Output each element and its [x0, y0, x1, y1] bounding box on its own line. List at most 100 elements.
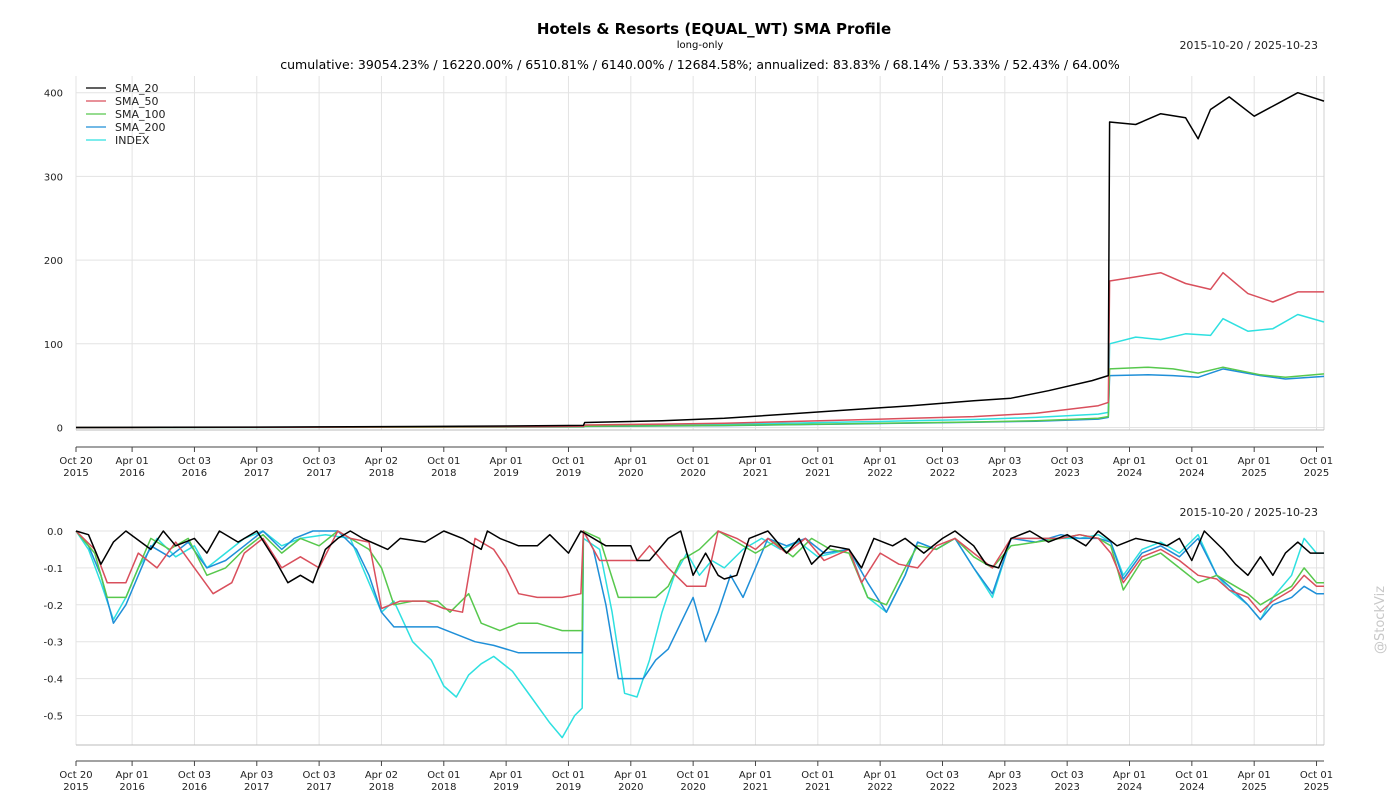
top-x-tick-year: 2020	[680, 468, 705, 479]
legend-label-sma-50: SMA_50	[115, 95, 159, 108]
top-x-tick-label: Oct 01	[677, 456, 710, 467]
bottom-x-tick-label: Apr 01	[614, 770, 647, 781]
bottom-series-sma-50	[75, 530, 1324, 613]
top-x-tick-label: Oct 01	[552, 456, 585, 467]
bottom-x-tick-year: 2023	[1054, 782, 1079, 793]
bottom-x-tick-year: 2021	[805, 782, 830, 793]
top-x-tick-label: Oct 03	[178, 456, 211, 467]
top-x-tick-label: Oct 20	[59, 456, 92, 467]
bottom-x-tick-year: 2020	[618, 782, 643, 793]
bottom-x-tick-year: 2016	[182, 782, 207, 793]
bottom-x-tick-year: 2018	[369, 782, 394, 793]
top-x-tick-label: Apr 01	[614, 456, 647, 467]
bottom-x-tick-label: Apr 01	[739, 770, 772, 781]
bottom-x-tick-label: Oct 01	[552, 770, 585, 781]
bottom-series-sma-20	[75, 530, 1324, 584]
bottom-x-tick-year: 2019	[493, 782, 518, 793]
top-series-index	[75, 313, 1325, 429]
legend-label-sma-20: SMA_20	[115, 82, 159, 95]
bottom-x-tick-year: 2016	[119, 782, 144, 793]
bottom-x-tick-label: Oct 01	[427, 770, 460, 781]
bottom-y-tick-label: -0.2	[43, 601, 63, 612]
top-x-tick-label: Apr 03	[240, 456, 273, 467]
top-x-tick-label: Apr 03	[988, 456, 1021, 467]
top-y-tick-label: 0	[57, 423, 63, 434]
top-x-tick-year: 2016	[182, 468, 207, 479]
top-x-tick-year: 2015	[63, 468, 88, 479]
legend-label-sma-200: SMA_200	[115, 121, 166, 134]
performance-stats: cumulative: 39054.23% / 16220.00% / 6510…	[280, 57, 1120, 72]
bottom-x-tick-label: Apr 03	[988, 770, 1021, 781]
bottom-x-tick-label: Apr 02	[365, 770, 398, 781]
bottom-x-tick-label: Apr 01	[1113, 770, 1146, 781]
top-x-tick-label: Oct 03	[303, 456, 336, 467]
bottom-x-tick-year: 2025	[1304, 782, 1329, 793]
top-y-tick-label: 100	[44, 340, 63, 351]
bottom-x-tick-label: Oct 03	[303, 770, 336, 781]
bottom-x-tick-label: Oct 01	[801, 770, 834, 781]
bottom-x-tick-year: 2023	[992, 782, 1017, 793]
top-series-sma-50	[75, 271, 1324, 429]
bottom-y-tick-label: 0.0	[47, 527, 63, 538]
top-x-tick-year: 2024	[1117, 468, 1142, 479]
legend-label-index: INDEX	[115, 134, 150, 147]
bottom-y-tick-label: -0.5	[43, 711, 63, 722]
bottom-series-sma-100	[75, 530, 1324, 632]
top-x-tick-year: 2017	[244, 468, 269, 479]
top-x-tick-label: Apr 01	[864, 456, 897, 467]
bottom-x-tick-label: Apr 03	[240, 770, 273, 781]
bottom-series-index	[75, 530, 1324, 739]
bottom-x-tick-label: Apr 01	[116, 770, 149, 781]
chart-title: Hotels & Resorts (EQUAL_WT) SMA Profile	[537, 20, 891, 38]
bottom-x-tick-year: 2020	[680, 782, 705, 793]
top-x-tick-label: Apr 02	[365, 456, 398, 467]
top-x-tick-year: 2021	[743, 468, 768, 479]
top-x-tick-year: 2025	[1304, 468, 1329, 479]
bottom-y-tick-label: -0.4	[43, 675, 63, 686]
bottom-x-tick-label: Oct 01	[677, 770, 710, 781]
top-x-tick-year: 2016	[119, 468, 144, 479]
top-x-tick-year: 2019	[556, 468, 581, 479]
top-y-tick-label: 200	[44, 256, 63, 267]
top-x-tick-year: 2018	[431, 468, 456, 479]
legend-label-sma-100: SMA_100	[115, 108, 166, 121]
top-x-tick-year: 2021	[805, 468, 830, 479]
top-x-tick-label: Oct 03	[1051, 456, 1084, 467]
bottom-x-tick-year: 2015	[63, 782, 88, 793]
watermark: @StockViz	[1373, 586, 1388, 654]
date-range-top: 2015-10-20 / 2025-10-23	[1179, 39, 1318, 52]
top-x-tick-year: 2017	[306, 468, 331, 479]
bottom-x-tick-year: 2018	[431, 782, 456, 793]
bottom-x-tick-label: Apr 01	[490, 770, 523, 781]
top-x-tick-year: 2022	[930, 468, 955, 479]
top-x-tick-year: 2019	[493, 468, 518, 479]
top-x-tick-year: 2023	[1054, 468, 1079, 479]
top-x-tick-label: Oct 01	[427, 456, 460, 467]
top-x-tick-label: Apr 01	[739, 456, 772, 467]
bottom-x-tick-label: Apr 01	[1238, 770, 1271, 781]
top-series-sma-100	[75, 366, 1325, 429]
top-x-tick-label: Oct 01	[1300, 456, 1333, 467]
top-x-tick-year: 2023	[992, 468, 1017, 479]
top-series-sma-20	[75, 91, 1325, 429]
bottom-x-tick-year: 2024	[1179, 782, 1204, 793]
top-x-tick-label: Apr 01	[1238, 456, 1271, 467]
bottom-y-tick-label: -0.1	[43, 564, 63, 575]
date-range-bottom: 2015-10-20 / 2025-10-23	[1179, 506, 1318, 519]
bottom-y-tick-label: -0.3	[43, 638, 63, 649]
top-x-tick-label: Apr 01	[116, 456, 149, 467]
top-y-tick-label: 400	[44, 89, 63, 100]
bottom-x-tick-label: Oct 01	[1300, 770, 1333, 781]
bottom-x-tick-label: Oct 03	[178, 770, 211, 781]
top-x-tick-label: Oct 03	[926, 456, 959, 467]
bottom-x-tick-year: 2021	[743, 782, 768, 793]
bottom-x-tick-year: 2024	[1117, 782, 1142, 793]
top-x-tick-label: Oct 01	[801, 456, 834, 467]
bottom-x-tick-year: 2017	[244, 782, 269, 793]
top-x-tick-year: 2024	[1179, 468, 1204, 479]
bottom-x-tick-label: Oct 01	[1175, 770, 1208, 781]
bottom-x-tick-year: 2022	[867, 782, 892, 793]
